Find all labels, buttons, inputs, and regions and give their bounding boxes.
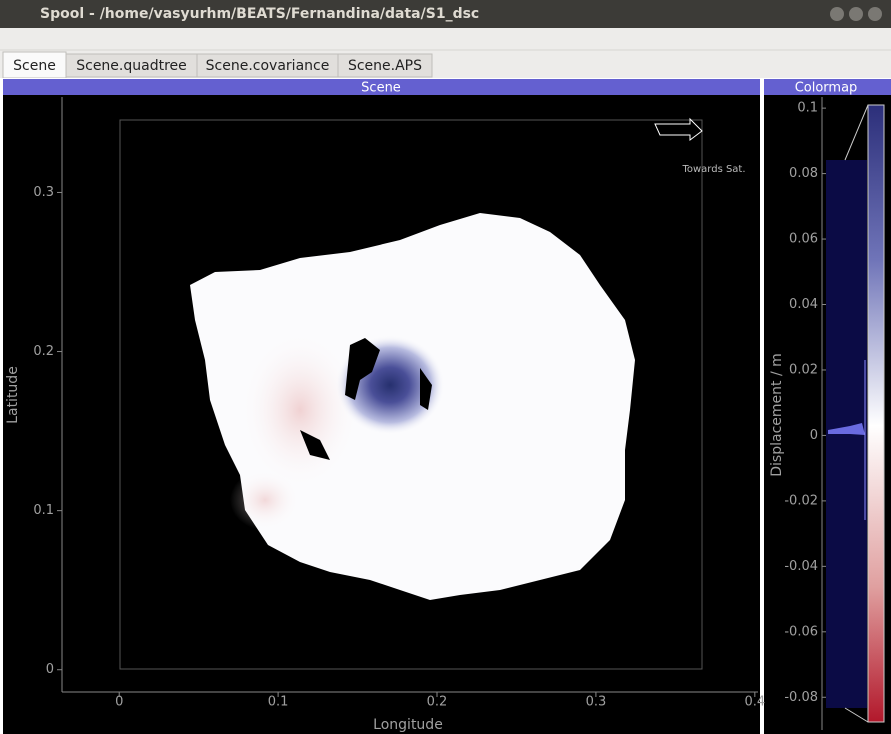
tab-label[interactable]: Scene.quadtree [76, 58, 187, 74]
x-tick-label: 0.2 [427, 695, 448, 710]
colormap-tick-label: -0.08 [784, 690, 818, 705]
x-tick-label: 0.3 [586, 695, 607, 710]
colormap-tick-label: -0.02 [784, 493, 818, 508]
level-connector [844, 707, 869, 723]
minimize-button[interactable] [830, 7, 844, 21]
colormap-axis-label: Displacement / m [769, 353, 785, 477]
colormap-tick-label: 0.02 [789, 362, 818, 377]
scene-title: Scene [361, 81, 401, 96]
scene-frame [119, 119, 703, 670]
scene-header [3, 79, 760, 95]
satellite-arrow [654, 117, 703, 141]
colormap-tick-label: 0.04 [789, 297, 818, 312]
x-axis-label: Longitude [373, 717, 443, 733]
negative-area [230, 470, 300, 530]
colormap-tick-label: -0.04 [784, 559, 818, 574]
maximize-button[interactable] [849, 7, 863, 21]
negative-area [240, 330, 360, 490]
no-data [420, 368, 432, 410]
tab-label[interactable]: Scene.covariance [206, 58, 330, 74]
tab-label[interactable]: Scene [13, 58, 56, 74]
y-tick-label: 0.2 [33, 344, 54, 359]
y-tick-label: 0.1 [33, 503, 54, 518]
colormap-tick-label: 0.1 [797, 101, 818, 116]
histogram-peak [828, 423, 865, 435]
tab-label[interactable]: Scene.APS [348, 58, 422, 74]
y-axis-label: Latitude [5, 366, 21, 424]
x-tick-label: 0 [115, 695, 123, 710]
colormap-gradient [867, 104, 885, 723]
tab[interactable] [337, 53, 433, 78]
no-data [345, 338, 380, 400]
colormap-title: Colormap [795, 81, 858, 96]
colormap-tick-label: 0.08 [789, 166, 818, 181]
title-bar [0, 0, 891, 28]
x-tick-label: 0.4 [744, 695, 765, 710]
colormap-header [764, 79, 891, 95]
colormap-tick-label: -0.06 [784, 624, 818, 639]
y-tick-label: 0.3 [33, 185, 54, 200]
level-connector [844, 104, 869, 161]
colormap-tick-label: 0.06 [789, 232, 818, 247]
window-title: Spool - /home/vasyurhm/BEATS/Fernandina/… [40, 6, 479, 22]
x-tick-label: 0.1 [268, 695, 289, 710]
arrow-label: Towards Sat. [681, 164, 745, 175]
colormap-tick-label: 0 [810, 428, 818, 443]
no-data [300, 430, 330, 460]
y-tick-label: 0 [46, 662, 54, 677]
close-button[interactable] [868, 7, 882, 21]
